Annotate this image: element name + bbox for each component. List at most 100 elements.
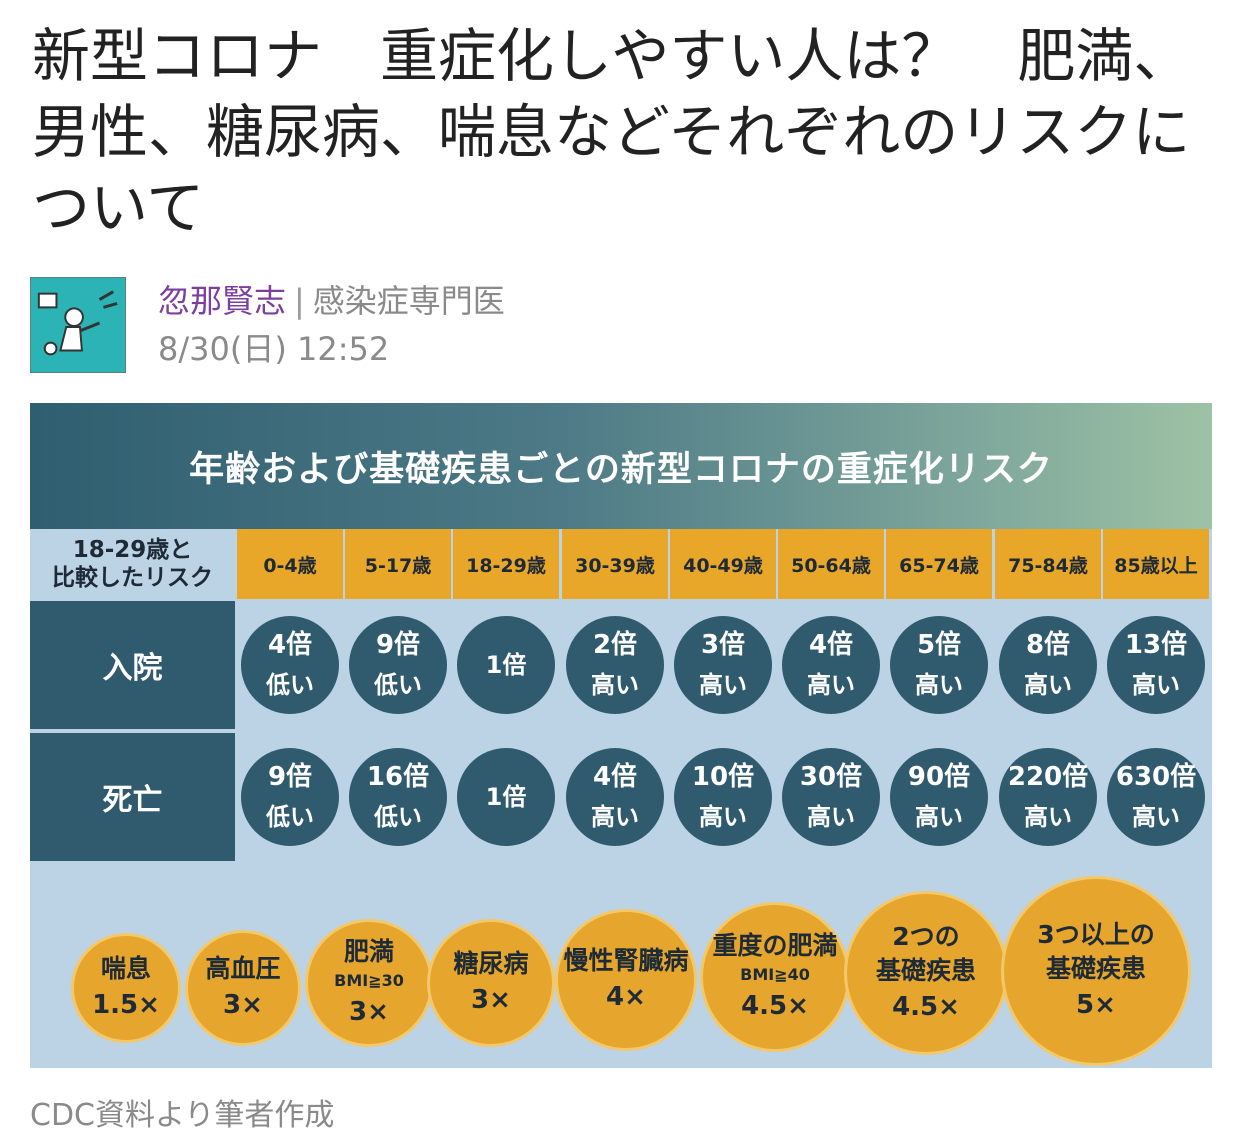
risk-multiplier: 220倍 (1007, 762, 1089, 792)
risk-multiplier: 630倍 (1115, 762, 1197, 792)
risk-circle: 90倍高い (890, 748, 988, 846)
risk-direction: 高い (1024, 671, 1072, 699)
condition-risk-bubble: 2つの 基礎疾患 4.5× (844, 891, 1008, 1055)
risk-direction: 高い (1132, 803, 1180, 831)
risk-multiplier: 4倍 (808, 630, 854, 660)
infographic-title: 年齢および基礎疾患ごとの新型コロナの重症化リスク (189, 449, 1053, 490)
condition-multiplier: 4.5× (741, 991, 809, 1021)
risk-direction: 低い (266, 803, 314, 831)
risk-direction: 低い (374, 803, 422, 831)
risk-multiplier: 8倍 (1025, 630, 1071, 660)
condition-risk-bubble: 慢性腎臓病 4× (555, 909, 697, 1051)
condition-name: 重度の肥満 (712, 931, 838, 960)
risk-direction: 低い (266, 671, 314, 699)
risk-direction: 高い (699, 803, 747, 831)
publish-date: 8/30(日) 12:52 (158, 330, 390, 368)
risk-circle: 10倍高い (674, 748, 772, 846)
infographic-banner: 年齢および基礎疾患ごとの新型コロナの重症化リスク (30, 403, 1212, 529)
condition-name: 2つの 基礎疾患 (875, 922, 976, 985)
risk-direction: 高い (807, 671, 855, 699)
image-caption: CDC資料より筆者作成 (30, 1098, 335, 1133)
age-group-header: 5-17歳 (345, 529, 451, 599)
author-role: 感染症専門医 (312, 282, 505, 320)
condition-risk-bubble: 喘息 1.5× (71, 933, 181, 1043)
condition-criteria: BMI≧40 (740, 965, 810, 984)
risk-circle: 16倍低い (349, 748, 447, 846)
risk-row-label: 入院 (30, 601, 235, 729)
risk-circle: 1倍 (457, 616, 555, 714)
risk-circle: 30倍高い (782, 748, 880, 846)
risk-circle: 13倍高い (1107, 616, 1205, 714)
age-group-header: 18-29歳 (453, 529, 559, 599)
condition-multiplier: 3× (471, 985, 511, 1015)
condition-name: 3つ以上の 基礎疾患 (1037, 920, 1155, 983)
author-avatar[interactable] (30, 277, 126, 373)
risk-direction: 高い (591, 671, 639, 699)
risk-circle: 5倍高い (890, 616, 988, 714)
condition-criteria: BMI≧30 (334, 971, 404, 990)
age-group-header: 40-49歳 (670, 529, 776, 599)
condition-multiplier: 4× (606, 982, 646, 1012)
risk-direction: 高い (1132, 671, 1180, 699)
risk-multiplier: 4倍 (592, 762, 638, 792)
risk-circle: 1倍 (457, 748, 555, 846)
risk-circle: 220倍高い (999, 748, 1097, 846)
risk-multiplier: 1倍 (485, 651, 527, 679)
condition-risk-bubble: 糖尿病 3× (427, 919, 555, 1047)
condition-risk-bubble: 3つ以上の 基礎疾患 5× (1001, 876, 1191, 1066)
risk-circle: 4倍低い (241, 616, 339, 714)
risk-multiplier: 13倍 (1124, 630, 1188, 660)
condition-multiplier: 3× (349, 997, 389, 1027)
risk-direction: 高い (915, 671, 963, 699)
risk-circle: 4倍高い (782, 616, 880, 714)
age-group-header: 85歳以上 (1103, 529, 1209, 599)
reference-label: 18-29歳と 比較したリスク (30, 529, 235, 599)
risk-circle: 4倍高い (566, 748, 664, 846)
condition-name: 慢性腎臓病 (563, 946, 689, 975)
risk-direction: 高い (591, 803, 639, 831)
risk-multiplier: 2倍 (592, 630, 638, 660)
risk-direction: 高い (1024, 803, 1072, 831)
age-group-header: 0-4歳 (237, 529, 343, 599)
condition-risk-bubble: 高血圧 3× (185, 930, 301, 1046)
risk-multiplier: 1倍 (485, 783, 527, 811)
condition-multiplier: 3× (223, 990, 263, 1020)
condition-multiplier: 1.5× (92, 990, 160, 1020)
risk-direction: 高い (807, 803, 855, 831)
age-group-header: 65-74歳 (886, 529, 992, 599)
risk-circle: 3倍高い (674, 616, 772, 714)
risk-multiplier: 9倍 (375, 630, 421, 660)
age-group-header: 75-84歳 (995, 529, 1101, 599)
risk-multiplier: 4倍 (267, 630, 313, 660)
author-name-link[interactable]: 忽那賢志 (158, 282, 287, 320)
condition-risk-bubble: 重度の肥満 BMI≧40 4.5× (700, 902, 850, 1052)
age-group-header: 50-64歳 (778, 529, 884, 599)
condition-multiplier: 5× (1076, 990, 1116, 1020)
risk-circle: 9倍 低い (241, 748, 339, 846)
risk-multiplier: 10倍 (691, 762, 755, 792)
author-line: 忽那賢志 | 感染症専門医 (158, 280, 505, 322)
risk-multiplier: 30倍 (799, 762, 863, 792)
risk-multiplier: 90倍 (907, 762, 971, 792)
risk-row-label: 死亡 (30, 733, 235, 861)
condition-name: 肥満 (343, 937, 394, 966)
risk-direction: 低い (374, 671, 422, 699)
author-separator: | (294, 282, 305, 320)
risk-circle: 2倍高い (566, 616, 664, 714)
age-group-header: 30-39歳 (562, 529, 668, 599)
doctor-illustration-icon (31, 278, 125, 372)
risk-infographic: 年齢および基礎疾患ごとの新型コロナの重症化リスク 18-29歳と 比較したリスク… (30, 403, 1212, 1068)
risk-direction: 高い (915, 803, 963, 831)
condition-name: 喘息 (100, 954, 151, 983)
risk-multiplier: 3倍 (700, 630, 746, 660)
condition-name: 糖尿病 (453, 949, 529, 978)
condition-multiplier: 4.5× (892, 992, 960, 1022)
risk-circle: 9倍低い (349, 616, 447, 714)
risk-circle: 630倍高い (1107, 748, 1205, 846)
risk-multiplier: 5倍 (916, 630, 962, 660)
risk-direction: 高い (699, 671, 747, 699)
risk-multiplier: 16倍 (366, 762, 430, 792)
risk-circle: 8倍高い (999, 616, 1097, 714)
condition-risk-bubble: 肥満 BMI≧30 3× (305, 919, 433, 1047)
article-title: 新型コロナ 重症化しやすい人は？ 肥満、男性、糖尿病、喘息などそれぞれのリスクに… (32, 22, 1192, 242)
